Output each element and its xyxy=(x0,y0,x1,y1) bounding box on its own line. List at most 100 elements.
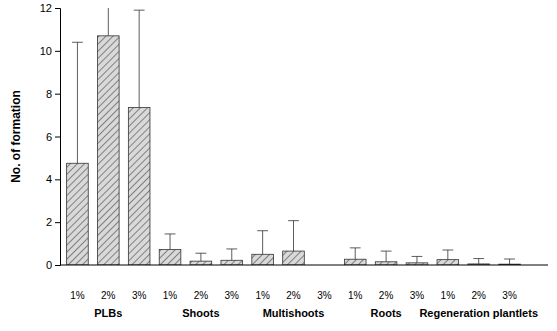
series-label: 3% xyxy=(410,290,425,301)
error-bar xyxy=(165,234,176,250)
bar xyxy=(190,261,212,265)
tick: PLBs xyxy=(94,265,122,319)
tick-label: 6 xyxy=(46,131,52,143)
error-bar xyxy=(350,248,361,259)
error-bar xyxy=(257,231,268,255)
tick: 6 xyxy=(46,131,60,143)
tick-mark xyxy=(55,51,60,52)
tick: 2 xyxy=(46,216,60,228)
series-label: 2% xyxy=(194,290,209,301)
tick-label: 10 xyxy=(40,45,52,57)
error-line xyxy=(509,259,510,264)
series-labels: 1% 2% 3% 1% 2% 3% 1% 2% 3% 1% 2% 3% 1% 2% 3% xyxy=(70,290,517,301)
error-cap xyxy=(257,230,268,231)
tick: Shoots xyxy=(182,265,219,319)
axis-line xyxy=(55,9,61,266)
error-line xyxy=(170,234,171,250)
tick-mark xyxy=(55,137,60,138)
tick-label: 4 xyxy=(46,173,52,185)
error-cap xyxy=(412,256,423,257)
category-label: PLBs xyxy=(94,307,122,319)
error-cap xyxy=(226,248,237,249)
bar xyxy=(252,254,274,265)
error-cap xyxy=(195,253,206,254)
error-cap xyxy=(134,10,145,11)
error-line xyxy=(262,231,263,255)
tick-label: 12 xyxy=(40,2,52,14)
error-cap xyxy=(72,42,83,43)
bar xyxy=(67,163,89,265)
series-label: 2% xyxy=(286,290,301,301)
tick-mark xyxy=(55,265,60,266)
tick: 10 xyxy=(40,45,60,57)
error-cap xyxy=(504,259,515,260)
error-cap xyxy=(165,233,176,234)
error-bar xyxy=(103,8,114,36)
error-bar xyxy=(134,10,145,107)
tick-mark xyxy=(55,179,60,180)
error-line xyxy=(478,259,479,264)
tick: Regeneration plantlets xyxy=(419,265,538,319)
error-bar xyxy=(72,42,83,163)
series-label: 3% xyxy=(132,290,147,301)
series-label: 1% xyxy=(255,290,270,301)
error-line xyxy=(77,42,78,163)
series-label: 1% xyxy=(70,290,85,301)
error-line xyxy=(231,249,232,260)
bar xyxy=(221,260,243,265)
series-label: 2% xyxy=(101,290,116,301)
series-label: 3% xyxy=(502,290,517,301)
error-cap xyxy=(288,220,299,221)
tick-label: 8 xyxy=(46,88,52,100)
tick: Multishoots xyxy=(263,265,325,319)
category-label: Multishoots xyxy=(263,307,325,319)
error-line xyxy=(108,8,109,36)
error-line xyxy=(386,251,387,262)
category-label: Shoots xyxy=(182,307,219,319)
bar xyxy=(344,259,366,265)
axis-line xyxy=(60,265,548,266)
category-label: Regeneration plantlets xyxy=(419,307,538,319)
error-bar xyxy=(442,250,453,260)
bar xyxy=(159,250,181,265)
chart: 0 2 4 6 8 10 12 PLBs Shoots Multishoots Roots Regen… xyxy=(0,0,557,331)
series-label: 1% xyxy=(163,290,178,301)
series-label: 1% xyxy=(441,290,456,301)
error-bar xyxy=(412,256,423,262)
error-bar xyxy=(226,249,237,260)
tick: 8 xyxy=(46,88,60,100)
error-bar xyxy=(288,221,299,251)
tick-mark xyxy=(55,222,60,223)
tick-label: 2 xyxy=(46,216,52,228)
tick: 4 xyxy=(46,173,60,185)
error-line xyxy=(293,221,294,251)
error-cap xyxy=(381,251,392,252)
error-bar xyxy=(381,251,392,262)
error-cap xyxy=(473,258,484,259)
series-label: 1% xyxy=(348,290,363,301)
tick: 0 xyxy=(46,259,60,271)
bar xyxy=(437,260,459,265)
error-cap xyxy=(350,247,361,248)
bar xyxy=(97,36,119,265)
error-line xyxy=(447,250,448,260)
category-label: Roots xyxy=(371,307,402,319)
plot-area xyxy=(67,8,521,265)
tick: 12 xyxy=(40,2,60,14)
series-label: 2% xyxy=(379,290,394,301)
error-line xyxy=(200,253,201,261)
bar xyxy=(283,251,305,265)
series-label: 3% xyxy=(317,290,332,301)
bar xyxy=(128,108,150,265)
error-bar xyxy=(504,259,515,264)
series-label: 2% xyxy=(471,290,486,301)
error-line xyxy=(139,10,140,107)
x-axis: PLBs Shoots Multishoots Roots Regeneration p… xyxy=(60,265,548,319)
error-line xyxy=(355,248,356,259)
tick-mark xyxy=(55,94,60,95)
tick-label: 0 xyxy=(46,259,52,271)
error-line xyxy=(416,256,417,262)
series-label: 3% xyxy=(225,290,240,301)
error-cap xyxy=(442,250,453,251)
error-bar xyxy=(195,253,206,261)
